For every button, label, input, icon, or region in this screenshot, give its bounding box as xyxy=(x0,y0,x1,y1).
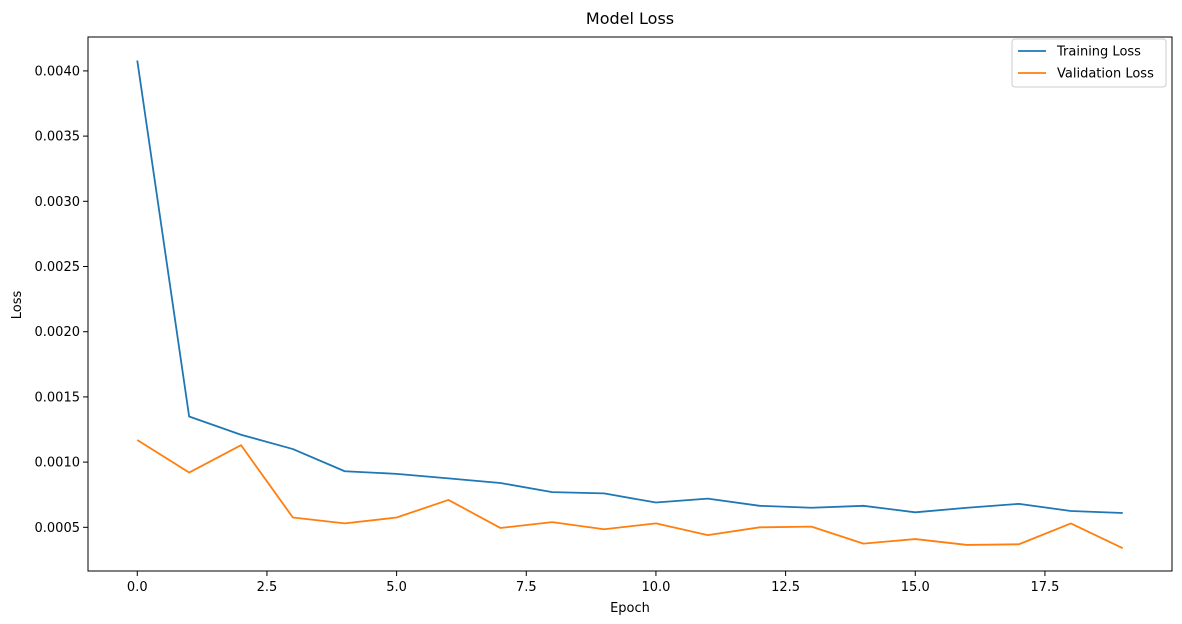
legend-label-validation-loss: Validation Loss xyxy=(1057,67,1154,82)
legend-label-training-loss: Training Loss xyxy=(1056,45,1141,60)
x-axis-title: Epoch xyxy=(610,601,650,616)
y-tick-label: 0.0005 xyxy=(35,521,81,536)
x-tick-label: 5.0 xyxy=(386,580,407,595)
x-tick-label: 12.5 xyxy=(771,580,800,595)
y-tick-label: 0.0035 xyxy=(35,130,81,145)
x-tick-label: 7.5 xyxy=(516,580,537,595)
y-tick-label: 0.0020 xyxy=(35,325,81,340)
x-tick-label: 10.0 xyxy=(641,580,670,595)
x-tick-label: 2.5 xyxy=(257,580,278,595)
y-tick-label: 0.0030 xyxy=(35,195,81,210)
training-loss-line xyxy=(136,60,1123,514)
chart-title: Model Loss xyxy=(586,9,674,28)
x-tick-label: 17.5 xyxy=(1030,580,1059,595)
x-tick-label: 15.0 xyxy=(901,580,930,595)
y-tick-label: 0.0010 xyxy=(35,456,81,471)
y-tick-label: 0.0025 xyxy=(35,260,81,275)
plot-border xyxy=(87,36,1173,572)
y-tick-label: 0.0015 xyxy=(35,390,81,405)
x-axis: 0.0 2.5 5.0 7.5 10.0 12.5 15.0 17.5 xyxy=(127,571,1059,595)
y-axis: 0.0005 0.0010 0.0015 0.0020 0.0025 0.0030 0.00… xyxy=(35,64,88,536)
legend-box xyxy=(1011,38,1167,88)
y-axis-title: Loss xyxy=(10,291,25,320)
series-layer xyxy=(136,60,1124,549)
plot-area xyxy=(87,36,1173,572)
legend: Training Loss Validation Loss xyxy=(1011,38,1167,88)
y-tick-label: 0.0040 xyxy=(35,64,81,79)
x-tick-label: 0.0 xyxy=(127,580,148,595)
validation-loss-line xyxy=(136,439,1124,549)
